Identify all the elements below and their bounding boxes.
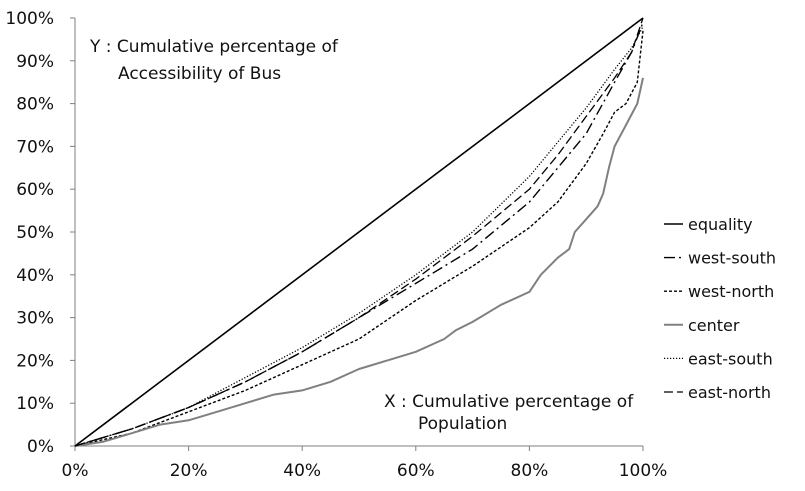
series-line-equality (74, 17, 644, 447)
axes (70, 17, 644, 451)
x-annotation-line1: X : Cumulative percentage of (384, 392, 634, 412)
y-tick-label: 20% (16, 351, 54, 371)
x-tick-label: 20% (170, 461, 208, 481)
y-tick-label: 30% (16, 309, 54, 329)
y-tick-label: 10% (16, 394, 54, 414)
legend-label-equality: equality (688, 215, 753, 234)
legend-label-center: center (688, 316, 740, 335)
y-tick-label: 90% (16, 52, 54, 72)
x-annotation-line2: Population (418, 414, 507, 434)
series-layer (74, 17, 644, 447)
y-tick-label: 0% (27, 437, 54, 457)
tick-labels: 0% 10% 20% 30% 40% 50% 60% 70% 80% 90% 100% 0% 20% 40… (5, 9, 667, 481)
x-tick-label: 80% (511, 461, 549, 481)
legend-label-east-south: east-south (688, 349, 773, 368)
y-tick-label: 100% (5, 9, 54, 29)
x-tick-label: 40% (283, 461, 321, 481)
y-tick-label: 70% (16, 137, 54, 157)
legend: equality west-south west-north center east-s… (664, 215, 776, 402)
x-tick-label: 60% (397, 461, 435, 481)
legend-label-west-south: west-south (688, 249, 776, 268)
series-line-east-south (74, 26, 644, 447)
y-annotation-line1: Y : Cumulative percentage of (89, 37, 339, 57)
legend-label-east-north: east-north (688, 383, 771, 402)
y-annotation-line2: Accessibility of Bus (118, 64, 281, 84)
legend-label-west-north: west-north (688, 282, 774, 301)
y-tick-label: 60% (16, 180, 54, 200)
x-tick-label: 0% (62, 461, 89, 481)
x-tick-label: 100% (619, 461, 668, 481)
y-tick-label: 80% (16, 95, 54, 115)
series-line-east-north (74, 17, 644, 447)
series-line-west-north (74, 30, 644, 447)
y-tick-label: 50% (16, 223, 54, 243)
y-tick-label: 40% (16, 266, 54, 286)
series-line-center (74, 77, 644, 447)
